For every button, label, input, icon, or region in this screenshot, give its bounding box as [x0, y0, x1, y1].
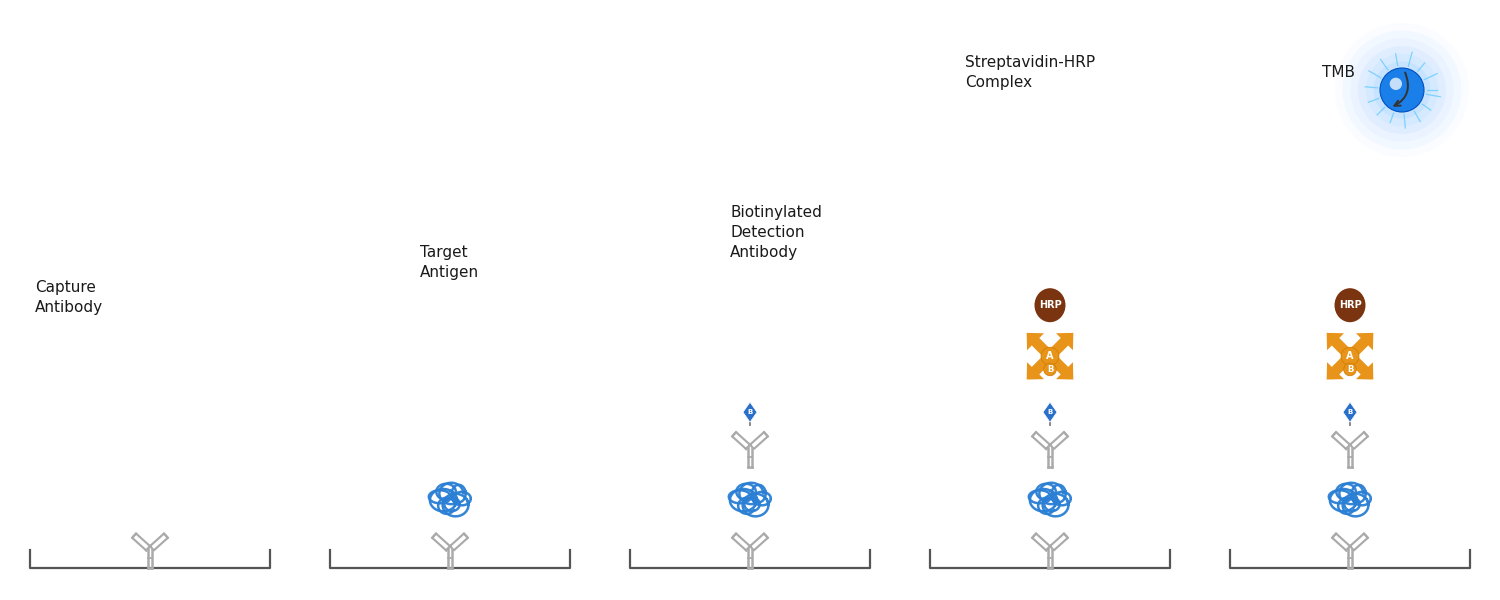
- Text: Target
Antigen: Target Antigen: [420, 245, 478, 280]
- Polygon shape: [1347, 333, 1374, 359]
- Circle shape: [1044, 363, 1056, 376]
- Polygon shape: [732, 533, 750, 550]
- Text: HRP: HRP: [1338, 300, 1362, 310]
- Text: B: B: [1047, 409, 1053, 415]
- Text: Streptavidin-HRP
Complex: Streptavidin-HRP Complex: [964, 55, 1095, 90]
- Circle shape: [1389, 77, 1402, 90]
- Polygon shape: [750, 533, 768, 550]
- Text: HRP: HRP: [1038, 300, 1062, 310]
- Polygon shape: [1350, 533, 1368, 550]
- Polygon shape: [1042, 402, 1058, 422]
- Polygon shape: [1026, 333, 1053, 359]
- Polygon shape: [132, 533, 150, 550]
- Circle shape: [1380, 68, 1423, 112]
- Text: B: B: [1047, 365, 1053, 374]
- Polygon shape: [732, 432, 750, 449]
- Polygon shape: [1350, 432, 1368, 449]
- Polygon shape: [150, 533, 168, 550]
- Polygon shape: [1050, 533, 1068, 550]
- Polygon shape: [750, 432, 768, 449]
- Circle shape: [1041, 347, 1059, 365]
- Circle shape: [1341, 347, 1359, 365]
- Polygon shape: [1050, 432, 1068, 449]
- Polygon shape: [1342, 402, 1358, 422]
- Text: B: B: [1347, 409, 1353, 415]
- Polygon shape: [1032, 432, 1050, 449]
- Polygon shape: [1347, 354, 1374, 380]
- Text: A: A: [1347, 351, 1353, 361]
- Polygon shape: [742, 402, 758, 422]
- Ellipse shape: [1335, 288, 1365, 322]
- Ellipse shape: [1035, 288, 1065, 322]
- Polygon shape: [1326, 354, 1353, 380]
- Circle shape: [1365, 54, 1438, 127]
- Circle shape: [1374, 61, 1431, 119]
- Polygon shape: [1326, 333, 1353, 359]
- Text: A: A: [1047, 351, 1053, 361]
- Text: B: B: [747, 409, 753, 415]
- Circle shape: [1358, 46, 1446, 134]
- Polygon shape: [1332, 533, 1350, 550]
- Text: B: B: [1347, 365, 1353, 374]
- Polygon shape: [1332, 432, 1350, 449]
- Polygon shape: [450, 533, 468, 550]
- Polygon shape: [432, 533, 450, 550]
- Polygon shape: [1047, 333, 1074, 359]
- Polygon shape: [1032, 533, 1050, 550]
- Text: Capture
Antibody: Capture Antibody: [34, 280, 104, 315]
- Polygon shape: [1026, 354, 1053, 380]
- Circle shape: [1344, 363, 1356, 376]
- Text: Biotinylated
Detection
Antibody: Biotinylated Detection Antibody: [730, 205, 822, 260]
- Text: TMB: TMB: [1322, 65, 1354, 80]
- Polygon shape: [1047, 354, 1074, 380]
